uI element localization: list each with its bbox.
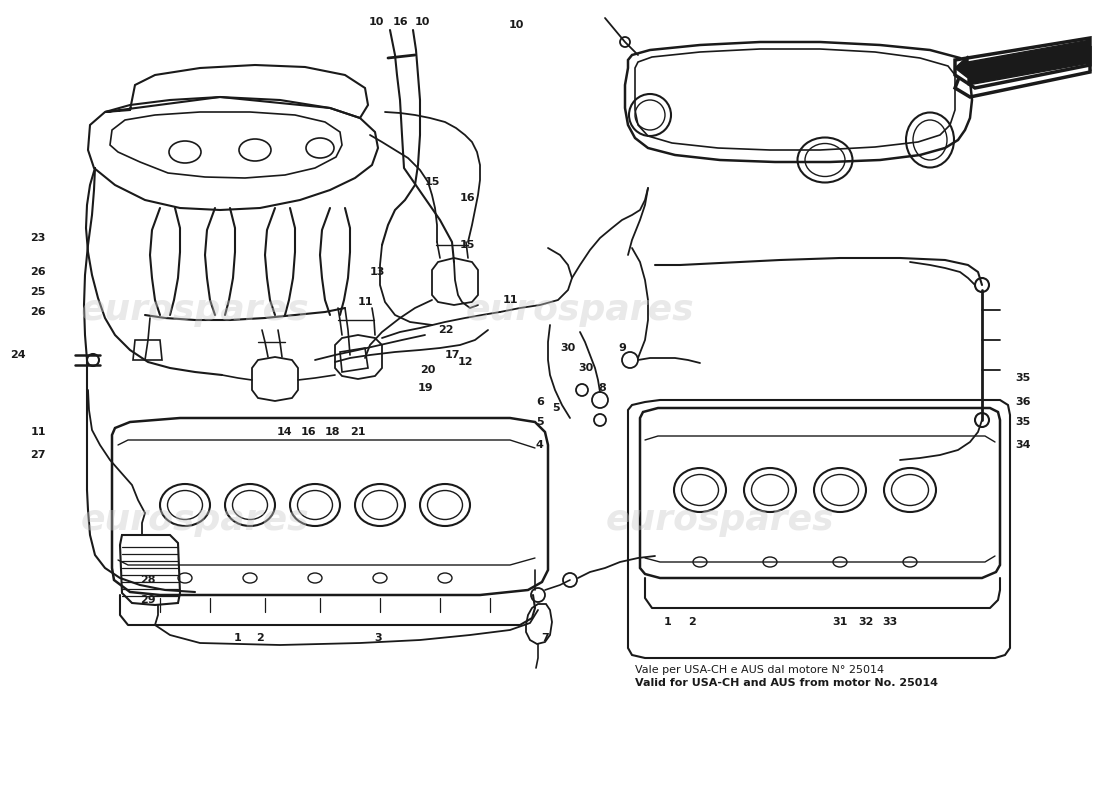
Text: 36: 36 (1015, 397, 1031, 407)
Text: 11: 11 (31, 427, 46, 437)
Text: eurospares: eurospares (80, 293, 309, 327)
Text: 32: 32 (858, 617, 873, 627)
Polygon shape (955, 38, 1090, 88)
Polygon shape (960, 40, 1090, 90)
Text: 28: 28 (141, 575, 156, 585)
Text: 21: 21 (350, 427, 365, 437)
Text: 2: 2 (256, 633, 264, 643)
Text: 13: 13 (370, 267, 385, 277)
Text: 1: 1 (234, 633, 242, 643)
Text: 19: 19 (418, 383, 433, 393)
Text: 26: 26 (30, 307, 46, 317)
Text: 35: 35 (1015, 373, 1031, 383)
Text: 6: 6 (536, 397, 543, 407)
Text: 9: 9 (618, 343, 626, 353)
Text: 15: 15 (460, 240, 475, 250)
Text: 8: 8 (598, 383, 606, 393)
Text: 30: 30 (578, 363, 593, 373)
Text: 24: 24 (10, 350, 25, 360)
Text: 16: 16 (460, 193, 475, 203)
Text: Vale per USA-CH e AUS dal motore N° 25014: Vale per USA-CH e AUS dal motore N° 2501… (635, 665, 884, 675)
Text: 26: 26 (30, 267, 46, 277)
Text: 35: 35 (1015, 417, 1031, 427)
Text: 3: 3 (374, 633, 382, 643)
Text: 10: 10 (368, 17, 384, 27)
Text: 20: 20 (420, 365, 436, 375)
Text: 17: 17 (446, 350, 461, 360)
Text: 12: 12 (458, 357, 473, 367)
Text: 14: 14 (276, 427, 292, 437)
Text: Valid for USA-CH and AUS from motor No. 25014: Valid for USA-CH and AUS from motor No. … (635, 678, 938, 688)
Text: 4: 4 (536, 440, 543, 450)
Text: 1: 1 (664, 617, 672, 627)
Text: 10: 10 (508, 20, 524, 30)
Text: 11: 11 (358, 297, 374, 307)
Text: 33: 33 (882, 617, 898, 627)
Polygon shape (955, 48, 1090, 97)
Text: 34: 34 (1015, 440, 1031, 450)
Text: 25: 25 (31, 287, 46, 297)
Text: 27: 27 (31, 450, 46, 460)
Text: 5: 5 (552, 403, 560, 413)
Text: 16: 16 (393, 17, 408, 27)
Text: 2: 2 (689, 617, 696, 627)
Polygon shape (955, 40, 1090, 85)
Text: 15: 15 (425, 177, 440, 187)
Text: 7: 7 (541, 633, 549, 643)
Text: 31: 31 (833, 617, 848, 627)
Text: 23: 23 (31, 233, 46, 243)
Text: 10: 10 (415, 17, 430, 27)
Text: 29: 29 (140, 595, 156, 605)
Text: 16: 16 (300, 427, 316, 437)
Text: 11: 11 (503, 295, 518, 305)
Text: eurospares: eurospares (606, 503, 834, 537)
Text: 30: 30 (560, 343, 575, 353)
Text: 5: 5 (536, 417, 543, 427)
Text: 22: 22 (438, 325, 453, 335)
Text: 18: 18 (324, 427, 340, 437)
Text: eurospares: eurospares (80, 503, 309, 537)
Text: eurospares: eurospares (465, 293, 694, 327)
